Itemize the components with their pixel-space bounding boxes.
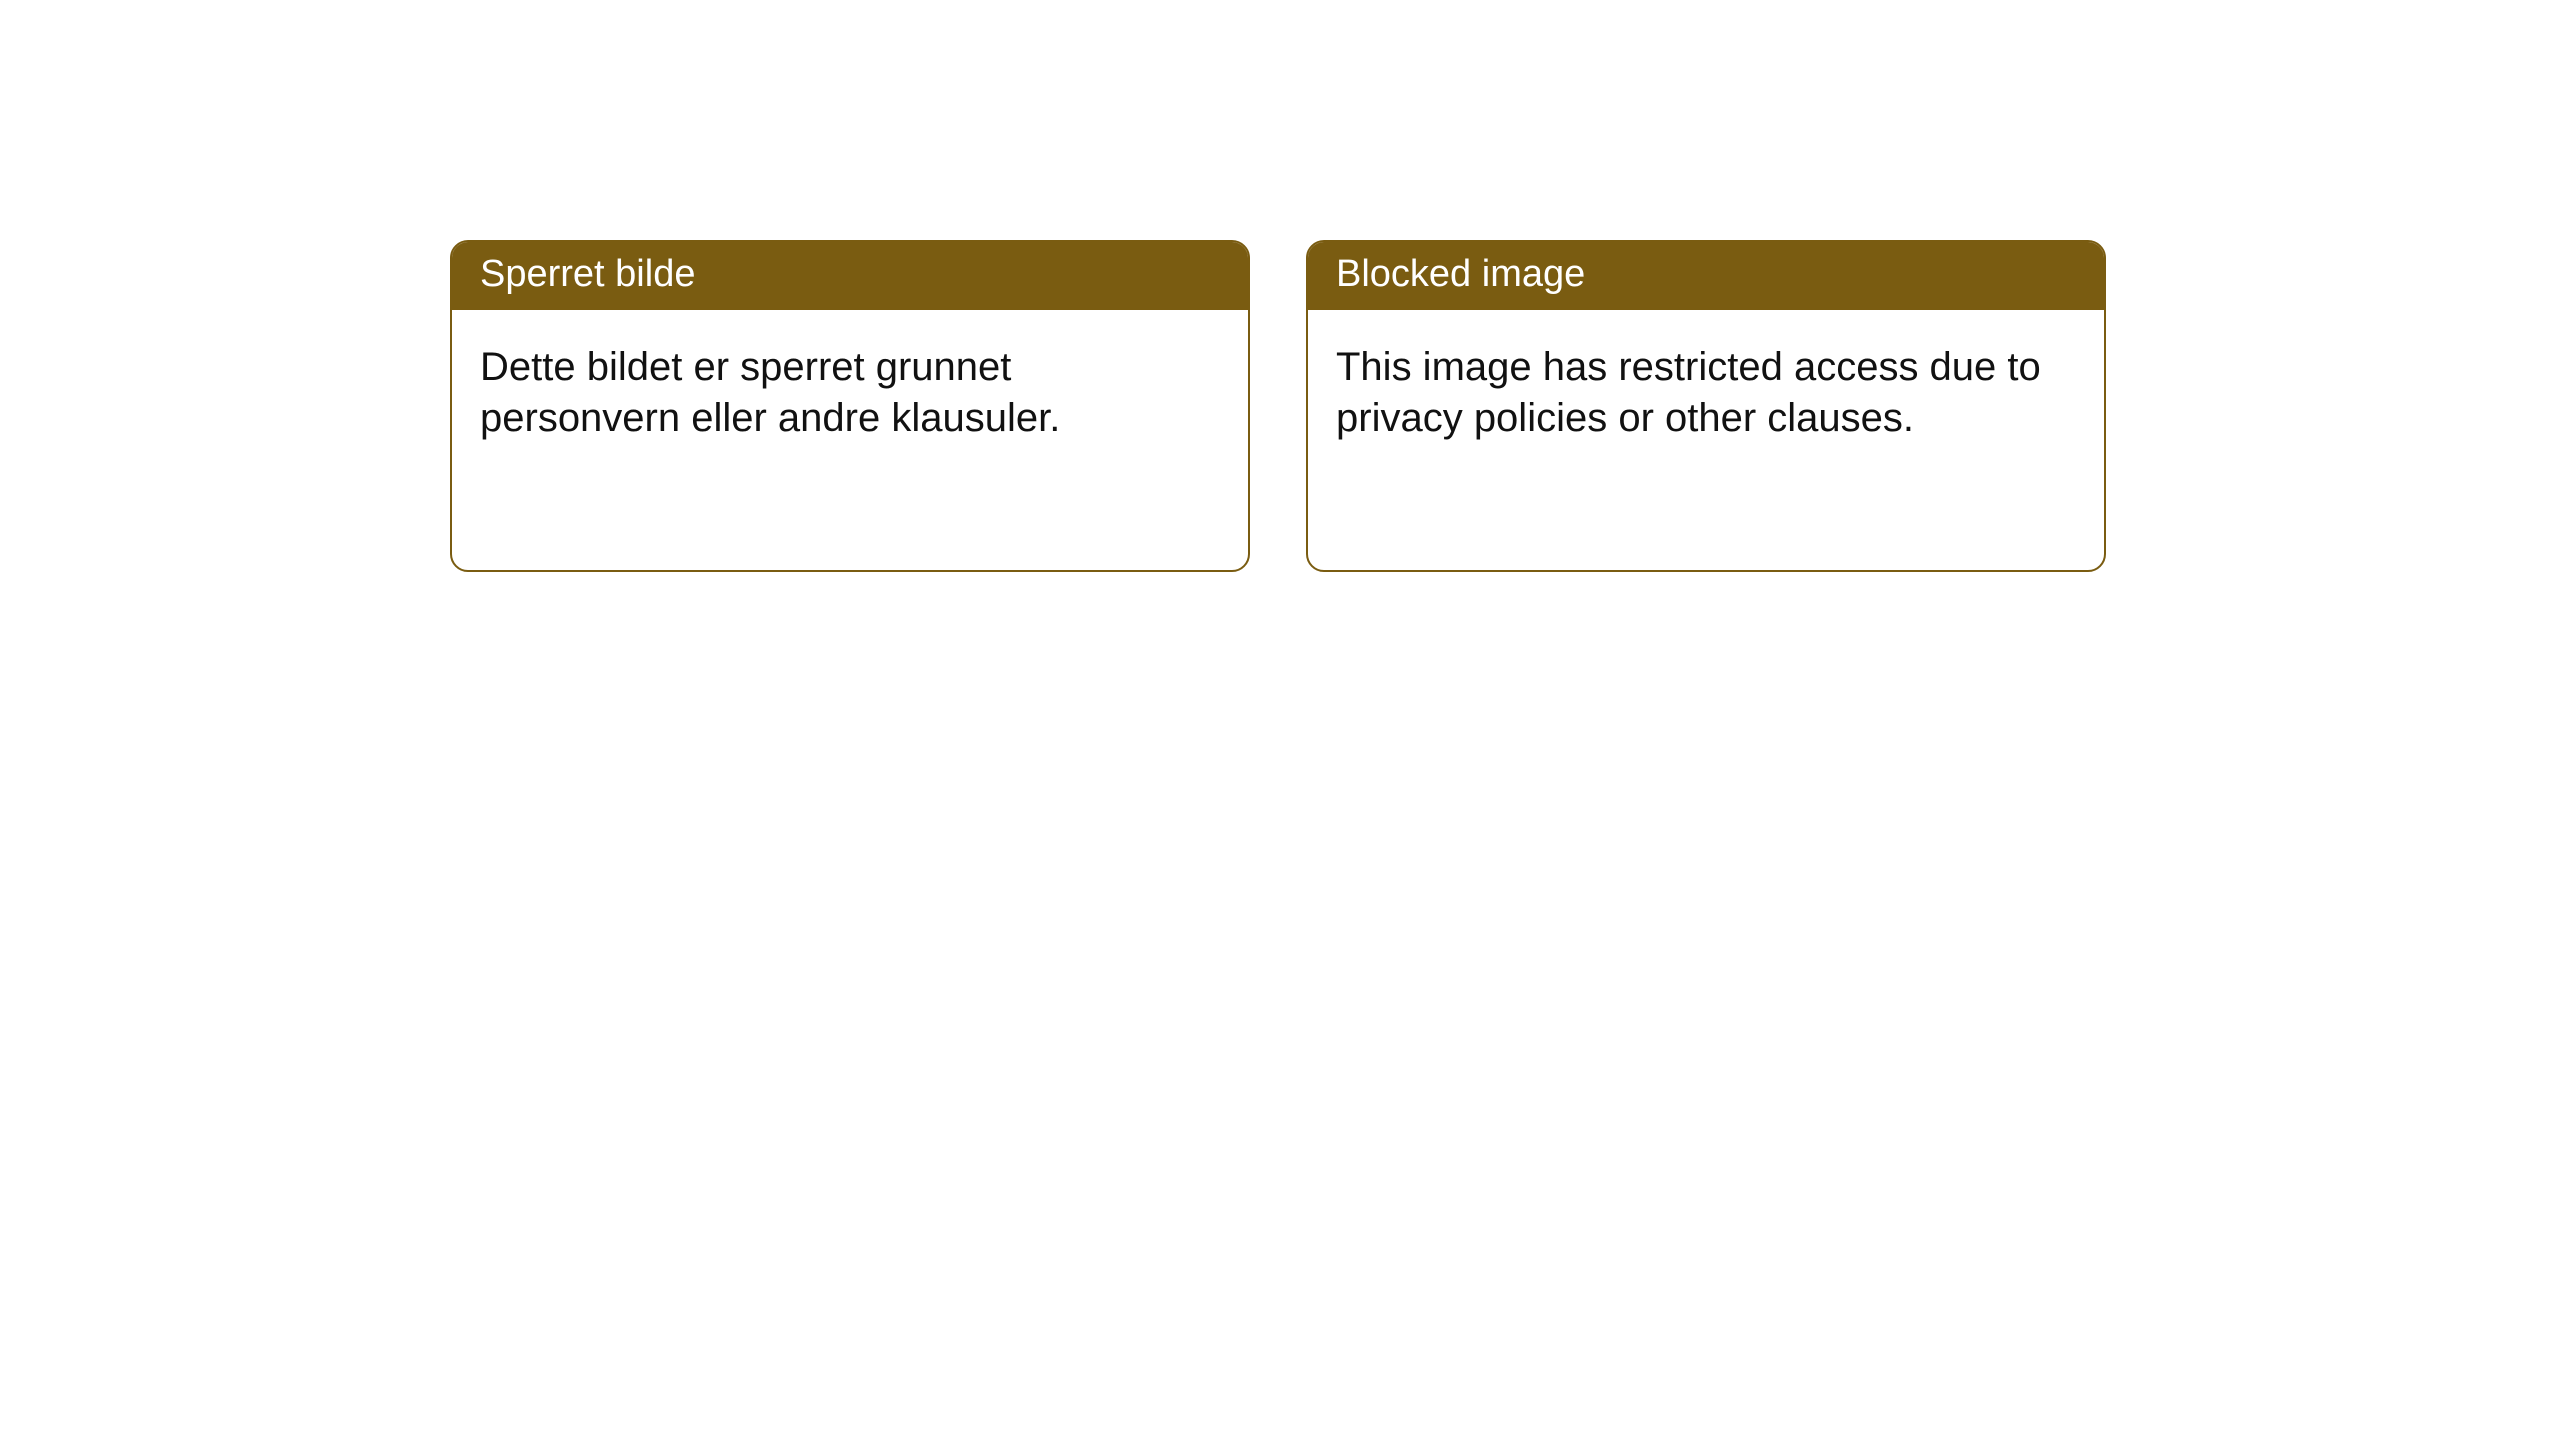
notice-cards-container: Sperret bilde Dette bildet er sperret gr… <box>0 0 2560 572</box>
card-header: Blocked image <box>1308 242 2104 310</box>
card-body: This image has restricted access due to … <box>1308 310 2104 472</box>
notice-card-norwegian: Sperret bilde Dette bildet er sperret gr… <box>450 240 1250 572</box>
card-body: Dette bildet er sperret grunnet personve… <box>452 310 1248 472</box>
notice-card-english: Blocked image This image has restricted … <box>1306 240 2106 572</box>
card-header: Sperret bilde <box>452 242 1248 310</box>
